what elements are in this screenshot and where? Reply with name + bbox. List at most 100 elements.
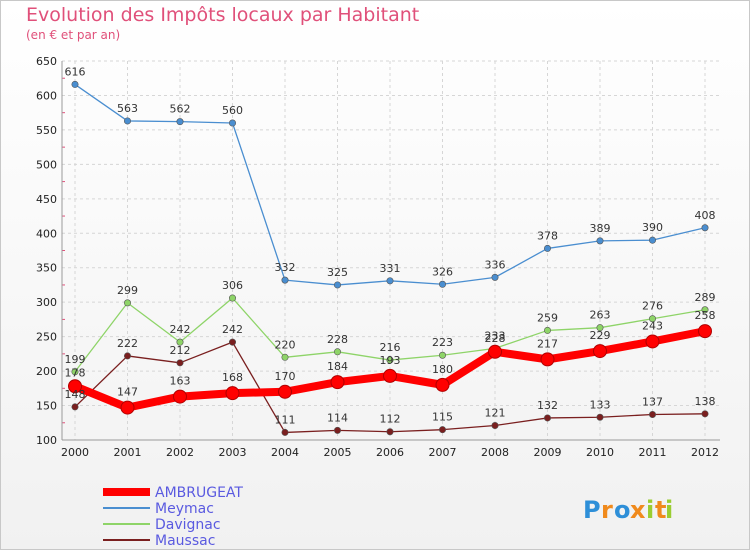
legend-label-ambrugeat: AMBRUGEAT xyxy=(155,485,243,501)
data-label: 242 xyxy=(222,323,243,336)
data-point xyxy=(701,410,709,418)
data-point xyxy=(593,344,607,359)
data-point xyxy=(543,326,551,334)
data-label: 378 xyxy=(537,229,558,242)
data-label: 243 xyxy=(642,319,663,332)
data-point xyxy=(71,368,79,376)
data-point xyxy=(648,411,656,419)
axes: 100 150 200 250 300 350 400 450 500 550 600 650 2000… xyxy=(36,55,720,459)
data-label: 112 xyxy=(380,413,401,426)
data-label: 289 xyxy=(695,291,716,304)
data-label: 259 xyxy=(537,311,558,324)
data-label: 111 xyxy=(275,413,296,426)
data-point xyxy=(176,359,184,367)
x-tick-label: 2003 xyxy=(219,446,247,459)
data-label: 299 xyxy=(117,284,138,297)
data-point xyxy=(176,118,184,126)
data-label: 148 xyxy=(65,388,86,401)
data-point xyxy=(383,368,397,383)
data-point xyxy=(701,224,709,232)
x-tick-label: 2001 xyxy=(114,446,142,459)
data-label: 115 xyxy=(432,411,453,424)
logo-letter: i xyxy=(646,496,654,524)
data-label: 220 xyxy=(275,338,296,351)
data-point xyxy=(701,306,709,314)
data-label: 306 xyxy=(222,279,243,292)
data-label: 560 xyxy=(222,104,243,117)
data-label: 229 xyxy=(590,329,611,342)
legend-label-davignac: Davignac xyxy=(155,517,221,533)
data-label: 137 xyxy=(642,396,663,409)
data-label: 332 xyxy=(275,261,296,274)
y-tick-label: 500 xyxy=(36,158,57,171)
x-tick-label: 2012 xyxy=(691,446,719,459)
data-point xyxy=(438,426,446,434)
x-tick-label: 2009 xyxy=(534,446,562,459)
data-label: 325 xyxy=(327,266,348,279)
data-label: 263 xyxy=(590,309,611,322)
y-tick-label: 200 xyxy=(36,365,57,378)
data-label: 228 xyxy=(327,333,348,346)
data-point xyxy=(68,379,82,394)
data-point xyxy=(333,348,341,356)
logo-letter: i xyxy=(665,496,673,524)
data-point xyxy=(173,389,187,404)
logo-letter: r xyxy=(601,496,613,524)
data-point xyxy=(225,386,240,401)
logo-letter: o xyxy=(614,496,631,524)
data-point xyxy=(281,428,289,436)
data-point xyxy=(386,277,394,285)
data-label: 276 xyxy=(642,300,663,313)
data-label: 390 xyxy=(642,221,663,234)
data-point xyxy=(386,356,394,364)
data-point xyxy=(488,344,502,359)
data-label: 616 xyxy=(65,65,86,78)
data-label: 258 xyxy=(695,309,716,322)
data-point xyxy=(438,351,446,359)
data-label: 163 xyxy=(170,375,191,388)
data-point xyxy=(281,353,289,361)
data-label: 389 xyxy=(590,222,611,235)
y-tick-label: 400 xyxy=(36,227,57,240)
x-tick-label: 2006 xyxy=(376,446,404,459)
data-label: 216 xyxy=(380,341,401,354)
data-point xyxy=(229,294,237,302)
data-point xyxy=(333,426,341,434)
data-label: 563 xyxy=(117,102,138,115)
data-label: 228 xyxy=(485,332,506,345)
data-point xyxy=(229,338,237,346)
data-point xyxy=(596,237,604,245)
data-point xyxy=(71,403,79,411)
chart-subtitle: (en € et par an) xyxy=(26,28,121,42)
data-point xyxy=(645,334,660,349)
x-tick-label: 2011 xyxy=(639,446,667,459)
y-tick-label: 450 xyxy=(36,193,57,206)
data-point xyxy=(281,276,289,284)
y-tick-label: 650 xyxy=(36,55,57,68)
data-point xyxy=(333,281,341,289)
data-point xyxy=(543,244,551,252)
data-label: 138 xyxy=(695,395,716,408)
data-label: 408 xyxy=(695,209,716,222)
data-point xyxy=(648,236,656,244)
data-point xyxy=(491,422,499,430)
data-point xyxy=(71,80,79,88)
data-label: 121 xyxy=(485,407,506,420)
y-tick-label: 100 xyxy=(36,434,57,447)
data-point xyxy=(176,338,184,346)
data-point xyxy=(124,117,132,125)
data-label: 331 xyxy=(380,262,401,275)
x-tick-label: 2008 xyxy=(481,446,509,459)
y-tick-label: 350 xyxy=(36,262,57,275)
data-label: 168 xyxy=(222,371,243,384)
y-tick-label: 300 xyxy=(36,296,57,309)
logo-letter: P xyxy=(583,496,601,524)
data-label: 217 xyxy=(537,337,558,350)
data-label: 180 xyxy=(432,363,453,376)
data-label: 223 xyxy=(432,336,453,349)
x-tick-label: 2007 xyxy=(429,446,457,459)
grid xyxy=(62,60,720,440)
